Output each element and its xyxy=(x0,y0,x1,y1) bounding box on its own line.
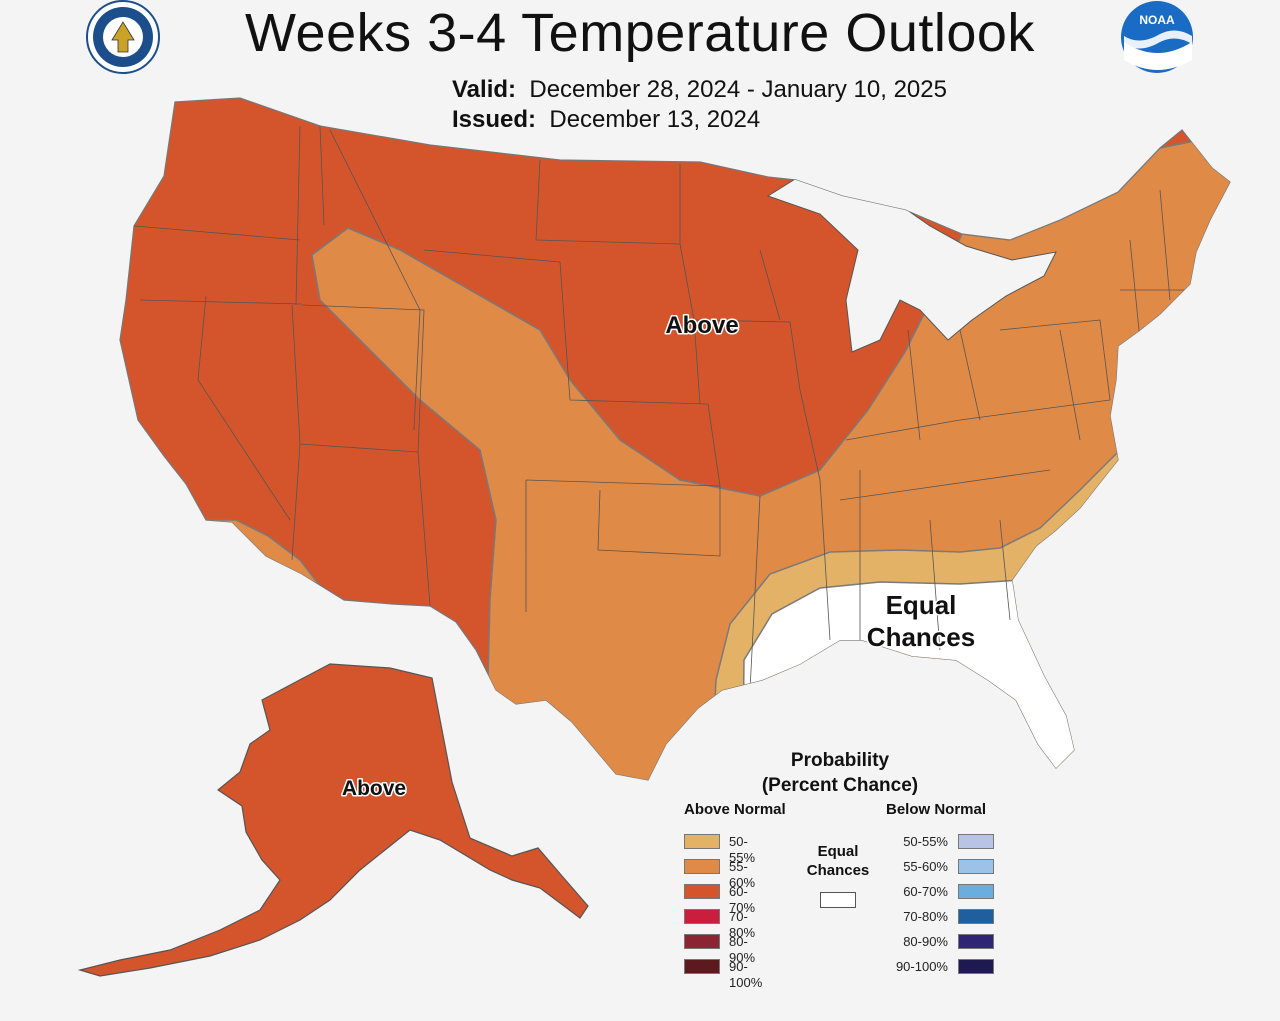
legend-title-line1: Probability xyxy=(790,750,890,771)
legend-below-row: 60-70% xyxy=(0,884,994,900)
legend-above-header: Above Normal xyxy=(684,801,786,818)
equal-chances-label-line2: Chances xyxy=(867,622,975,652)
state-boundaries xyxy=(133,125,1200,691)
legend-below-row: 90-100% xyxy=(0,959,994,975)
alaska-above-60-70 xyxy=(77,663,589,977)
legend-below-row: 55-60% xyxy=(0,859,994,875)
legend-above-swatch xyxy=(684,959,720,974)
issued-value: December 13, 2024 xyxy=(549,106,761,133)
equal-chances-label-line1: Equal xyxy=(886,590,957,620)
legend-above-swatch xyxy=(684,834,720,849)
noaa-logo-text: NOAA xyxy=(1139,13,1175,27)
alaska-above-label: Above xyxy=(342,777,406,800)
commerce-seal-icon xyxy=(86,0,160,74)
legend-above-swatch xyxy=(684,859,720,874)
legend-above-swatch xyxy=(684,884,720,899)
legend-below-swatch xyxy=(958,909,994,924)
legend-above-label: 80-90% xyxy=(729,934,756,965)
legend-below-swatch xyxy=(958,884,994,899)
legend-above-swatch xyxy=(684,934,720,949)
legend-above-label: 70-80% xyxy=(729,909,756,940)
legend-equal-chances-swatch xyxy=(820,892,856,908)
noaa-logo-icon: NOAA xyxy=(1121,1,1193,73)
legend-above-label: 60-70% xyxy=(729,884,756,915)
legend-below-label: 90-100% xyxy=(895,959,948,974)
legend-below-row: 70-80% xyxy=(0,909,994,925)
valid-dates: Valid: December 28, 2024 - January 10, 2… xyxy=(452,76,947,104)
legend-above-row: 90-100% xyxy=(0,959,762,990)
issued-label: Issued: xyxy=(452,106,537,133)
valid-range: December 28, 2024 - January 10, 2025 xyxy=(529,76,947,103)
legend-below-swatch xyxy=(958,934,994,949)
legend-above-row: 80-90% xyxy=(0,934,755,965)
legend-above-swatch xyxy=(684,909,720,924)
legend-below-swatch xyxy=(958,859,994,874)
legend-above-label: 50-55% xyxy=(729,834,756,865)
page-title: Weeks 3-4 Temperature Outlook xyxy=(245,3,1035,63)
issued-date: Issued: December 13, 2024 xyxy=(452,106,760,134)
legend-below-label: 55-60% xyxy=(903,859,948,874)
legend-below-swatch xyxy=(958,959,994,974)
legend-below-label: 70-80% xyxy=(903,909,948,924)
conus-above-label: Above xyxy=(665,312,738,339)
legend-above-row: 55-60% xyxy=(0,859,755,890)
legend-below-label: 80-90% xyxy=(903,934,948,949)
legend-equal-chances-line2: Chances xyxy=(806,862,870,879)
legend-above-row: 60-70% xyxy=(0,884,755,915)
legend-below-header: Below Normal xyxy=(886,801,987,818)
legend-below-row: 50-55% xyxy=(0,834,994,850)
legend-below-label: 50-55% xyxy=(903,834,948,849)
legend-equal-chances-line1: Equal xyxy=(817,843,859,860)
legend-title-line2: (Percent Chance) xyxy=(761,775,919,796)
legend-below-swatch xyxy=(958,834,994,849)
legend-above-label: 90-100% xyxy=(729,959,763,990)
legend-above-row: 50-55% xyxy=(0,834,755,865)
legend-above-row: 70-80% xyxy=(0,909,755,940)
valid-label: Valid: xyxy=(452,76,517,103)
legend-above-label: 55-60% xyxy=(729,859,756,890)
legend-below-label: 60-70% xyxy=(903,884,948,899)
region-above-55-60-east xyxy=(311,119,1230,780)
legend-equal-chances-label: Equal Chances xyxy=(800,842,876,880)
legend-below-row: 80-90% xyxy=(0,934,994,950)
legend-title: Probability (Percent Chance) xyxy=(720,748,960,798)
